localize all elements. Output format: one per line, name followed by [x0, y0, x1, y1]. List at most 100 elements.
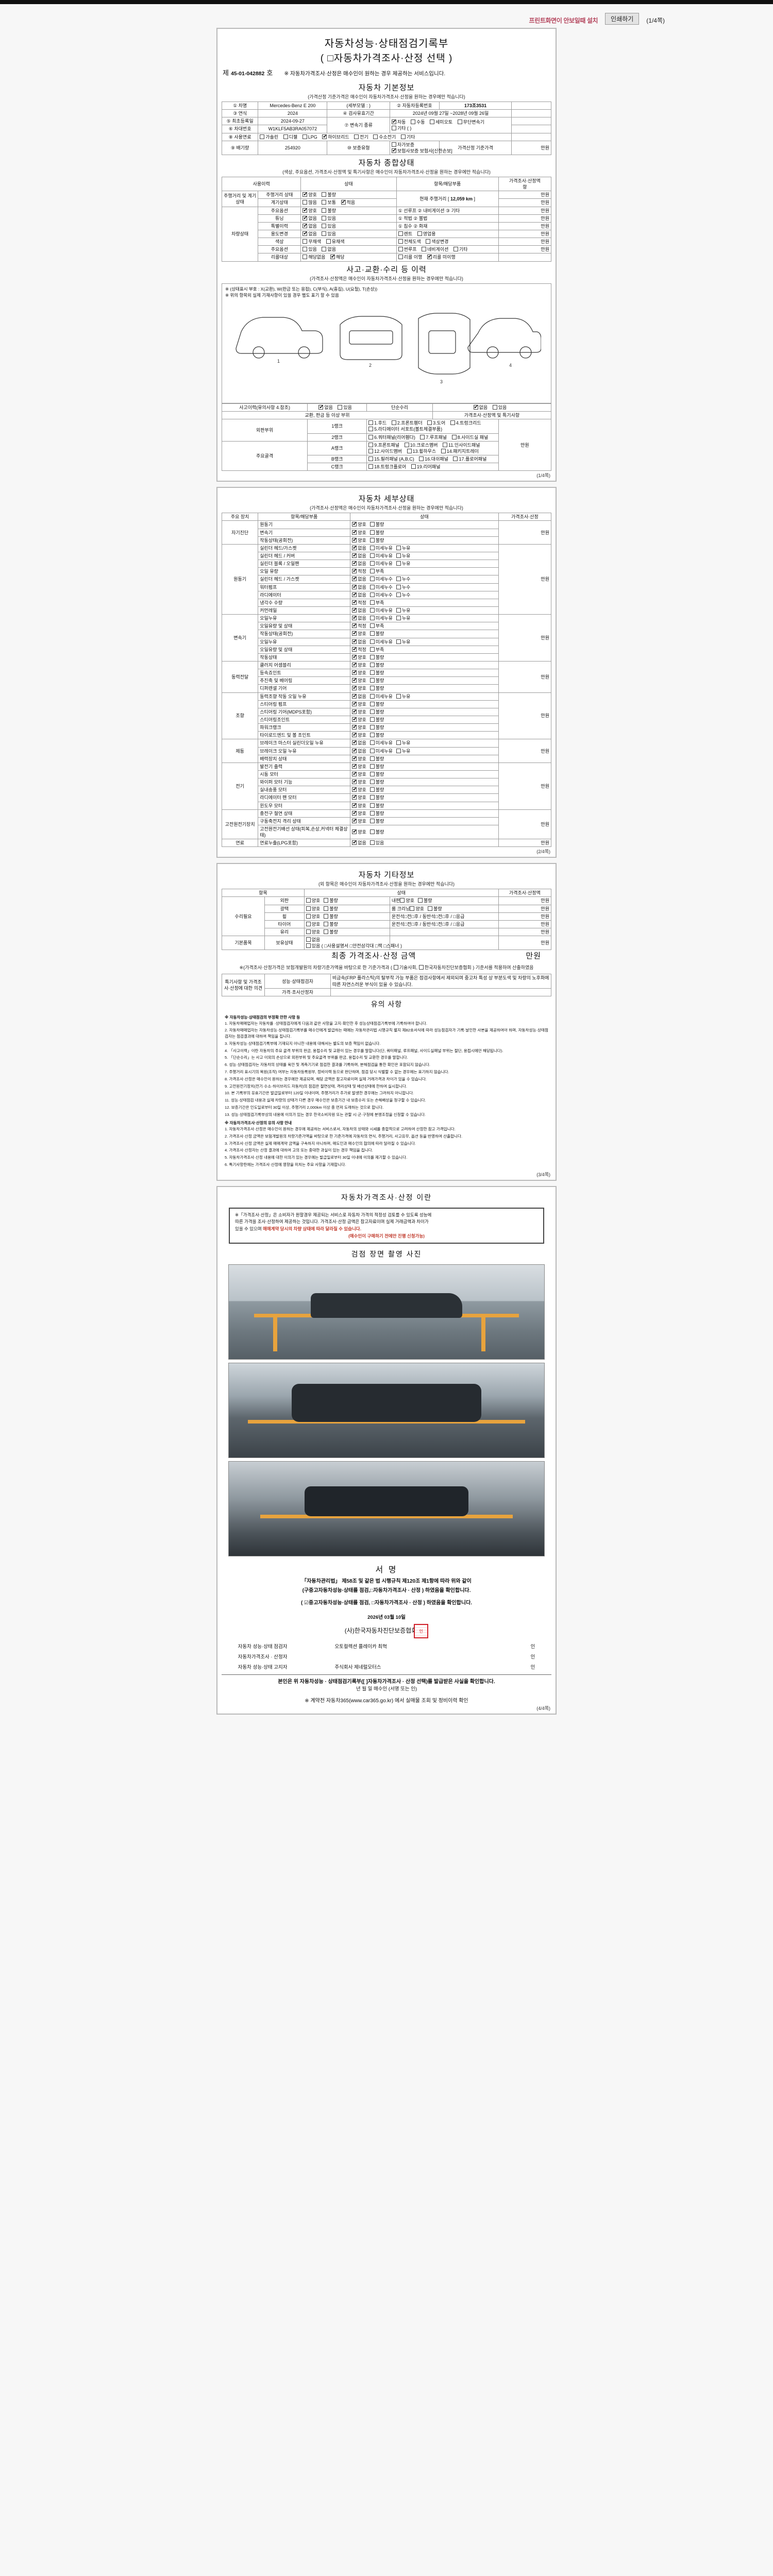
checkbox-icon[interactable]: [352, 693, 357, 700]
opt-side-member[interactable]: 12.사이드멤버: [368, 448, 402, 454]
checkbox-icon[interactable]: [369, 623, 375, 629]
checkbox-icon[interactable]: [322, 215, 327, 221]
checkbox-icon[interactable]: [427, 253, 432, 261]
opt-없음[interactable]: 없음: [352, 575, 366, 583]
checkbox-icon[interactable]: [443, 442, 447, 447]
checkbox-icon[interactable]: [426, 239, 431, 244]
opt-rent[interactable]: 렌트: [398, 231, 412, 237]
opt-navigation[interactable]: 네비게이션: [422, 246, 448, 252]
checkbox-icon[interactable]: [368, 420, 374, 426]
checkbox-icon[interactable]: [369, 592, 375, 597]
checkbox-icon[interactable]: [352, 568, 357, 575]
checkbox-icon[interactable]: [441, 448, 446, 453]
opt-fuel-hybrid[interactable]: 하이브리드: [322, 133, 349, 140]
opt-chromatic[interactable]: 유채색: [326, 239, 345, 245]
checkbox-icon[interactable]: [369, 818, 375, 823]
checkbox-icon[interactable]: [400, 898, 405, 903]
opt-미세누수[interactable]: 미세누수: [369, 592, 393, 598]
opt-없음[interactable]: 없음: [352, 748, 366, 754]
checkbox-icon[interactable]: [369, 654, 375, 659]
checkbox-icon[interactable]: [352, 685, 357, 692]
checkbox-icon[interactable]: [417, 231, 422, 236]
opt-양호[interactable]: 양호: [306, 913, 320, 920]
opt-양호[interactable]: 양호: [352, 810, 366, 817]
checkbox-icon[interactable]: [492, 405, 497, 410]
opt-rear-panel[interactable]: 19.리어패널: [411, 464, 441, 470]
checkbox-icon[interactable]: [396, 561, 401, 566]
checkbox-icon[interactable]: [303, 191, 308, 198]
opt-없음[interactable]: 없음: [352, 545, 366, 551]
opt-commercial[interactable]: 영업용: [417, 231, 436, 237]
opt-불량[interactable]: 불량: [369, 732, 384, 738]
opt-transmission-manual[interactable]: 수동: [410, 119, 425, 125]
checkbox-icon[interactable]: [369, 803, 375, 808]
opt-불량[interactable]: 불량: [369, 829, 384, 835]
opt-미세누수[interactable]: 미세누수: [369, 584, 393, 590]
checkbox-icon[interactable]: [369, 553, 375, 558]
checkbox-icon[interactable]: [369, 740, 375, 745]
opt-양호[interactable]: 양호: [306, 929, 320, 935]
checkbox-icon[interactable]: [369, 810, 375, 816]
checkbox-icon[interactable]: [352, 771, 357, 777]
checkbox-icon[interactable]: [418, 965, 424, 970]
checkbox-icon[interactable]: [369, 577, 375, 582]
checkbox-icon[interactable]: [352, 828, 357, 835]
opt-radiator-support[interactable]: 5.라디에이터 서포트(볼트체결부품): [368, 426, 442, 432]
opt-부족[interactable]: 부족: [369, 600, 384, 606]
opt-불량[interactable]: 불량: [324, 913, 338, 920]
opt-cross-member[interactable]: 10.크로스멤버: [404, 442, 438, 448]
opt-없음[interactable]: 없음: [352, 607, 366, 614]
checkbox-icon[interactable]: [369, 545, 375, 550]
checkbox-icon[interactable]: [352, 810, 357, 817]
opt-누수[interactable]: 누수: [396, 584, 410, 590]
opt-미세누유[interactable]: 미세누유: [369, 561, 393, 567]
checkbox-icon[interactable]: [396, 748, 401, 753]
checkbox-icon[interactable]: [303, 200, 308, 205]
checkbox-icon[interactable]: [450, 420, 455, 426]
opt-없음[interactable]: 없음: [352, 693, 366, 700]
opt-누유[interactable]: 누유: [396, 740, 410, 746]
checkbox-icon[interactable]: [369, 733, 375, 738]
checkbox-icon[interactable]: [352, 607, 357, 614]
opt-불량[interactable]: 불량: [324, 906, 338, 912]
opt-없음[interactable]: 없음: [352, 638, 366, 645]
checkbox-icon[interactable]: [369, 779, 375, 785]
opt-dash-panel[interactable]: 16.대쉬패널: [419, 456, 448, 462]
opt-미세누유[interactable]: 미세누유: [369, 615, 393, 621]
checkbox-icon[interactable]: [369, 569, 375, 574]
checkbox-icon[interactable]: [352, 708, 357, 715]
checkbox-icon[interactable]: [451, 434, 457, 439]
opt-누수[interactable]: 누수: [396, 576, 410, 582]
opt-불량[interactable]: 불량: [369, 756, 384, 762]
opt-없음[interactable]: 없음: [352, 552, 366, 560]
checkbox-icon[interactable]: [398, 255, 403, 260]
opt-누유[interactable]: 누유: [396, 607, 410, 614]
opt-미세누유[interactable]: 미세누유: [369, 545, 393, 551]
opt-양호[interactable]: 양호: [352, 521, 366, 528]
checkbox-icon[interactable]: [407, 448, 412, 453]
checkbox-icon[interactable]: [352, 615, 357, 622]
checkbox-icon[interactable]: [303, 207, 308, 214]
opt-불량[interactable]: 불량: [369, 654, 384, 660]
opt-불량[interactable]: 불량: [369, 701, 384, 707]
opt-미세누유[interactable]: 미세누유: [369, 639, 393, 645]
opt-양호[interactable]: 양호: [352, 677, 366, 684]
opt-side-sill[interactable]: 8.사이드실 패널: [451, 434, 488, 440]
checkbox-icon[interactable]: [322, 192, 327, 197]
opt-있음[interactable]: 있음: [369, 840, 384, 846]
checkbox-icon[interactable]: [369, 693, 375, 699]
checkbox-icon[interactable]: [369, 662, 375, 667]
checkbox-icon[interactable]: [391, 125, 396, 130]
checkbox-icon[interactable]: [352, 677, 357, 684]
opt-양호[interactable]: 양호: [352, 716, 366, 723]
opt-fuel-hydrogen[interactable]: 수소전기: [373, 134, 396, 140]
opt-trunk-lid[interactable]: 4.트렁크리드: [450, 420, 481, 426]
opt-불량[interactable]: 불량: [369, 794, 384, 801]
checkbox-icon[interactable]: [417, 898, 423, 903]
opt-불량[interactable]: 불량: [369, 685, 384, 691]
opt-not-applicable[interactable]: 해당없음: [303, 254, 325, 260]
checkbox-icon[interactable]: [396, 553, 401, 558]
checkbox-icon[interactable]: [369, 616, 375, 621]
opt-roof-panel[interactable]: 7.루프패널: [420, 434, 447, 440]
checkbox-icon[interactable]: [391, 118, 396, 125]
